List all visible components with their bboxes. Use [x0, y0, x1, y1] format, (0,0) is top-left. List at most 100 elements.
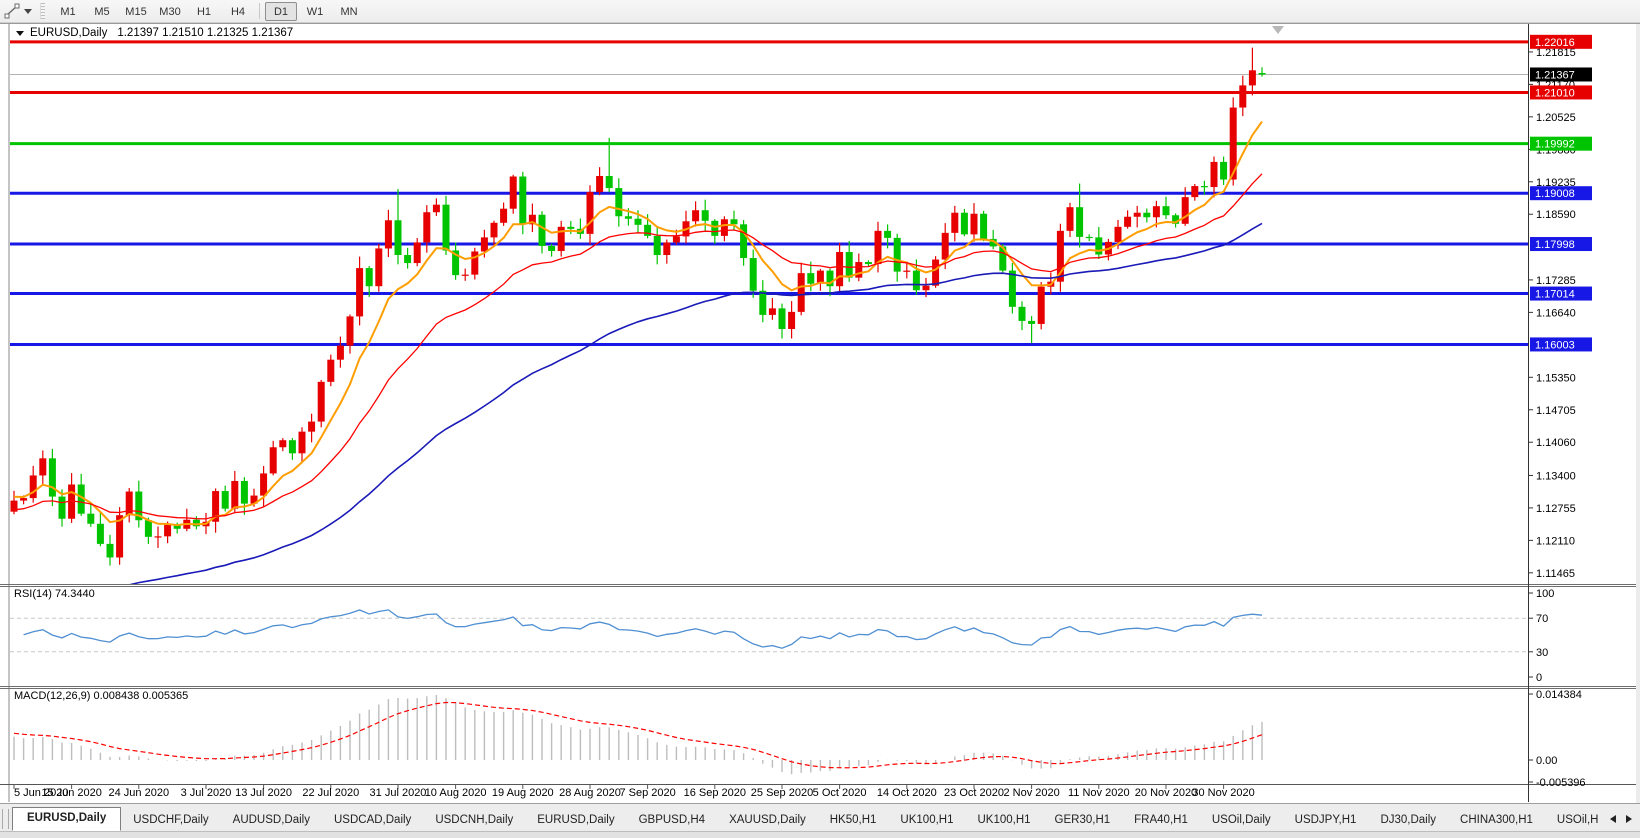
date-label: 13 Jul 2020 — [235, 787, 292, 799]
chart-tab-15[interactable]: DJ30,Daily — [1380, 814, 1437, 826]
rsi-indicator-label: RSI(14) 74.3440 — [14, 588, 95, 600]
svg-text:1.22016: 1.22016 — [1535, 37, 1575, 49]
chart-cursor-icon[interactable] — [4, 3, 22, 19]
price-tick-label: 1.15350 — [1536, 372, 1576, 384]
rsi-tick-label: 30 — [1536, 647, 1548, 659]
chart-tab-bar: EURUSD,Daily USDCHF,Daily AUDUSD,Daily USDC… — [0, 803, 1640, 831]
chart-tab-14[interactable]: USDJPY,H1 — [1294, 814, 1357, 826]
toolbar-separator — [259, 3, 260, 19]
timeframe-button-mn[interactable]: MN — [340, 5, 358, 18]
chart-tab-11[interactable]: GER30,H1 — [1054, 814, 1111, 826]
chart-plot-area[interactable]: 1.218151.211701.205251.198801.192351.185… — [0, 23, 1640, 803]
date-label: 23 Oct 2020 — [944, 787, 1004, 799]
timeframe-button-h4[interactable]: H4 — [230, 5, 246, 18]
rsi-line — [23, 609, 1263, 649]
level-price-badge: 1.17014 — [1530, 286, 1592, 301]
timeframe-button-w1[interactable]: W1 — [306, 5, 324, 18]
timeframe-button-d1[interactable]: D1 — [265, 1, 297, 21]
chart-tab-1[interactable]: USDCHF,Daily — [133, 814, 209, 826]
price-tick-label: 1.14060 — [1536, 437, 1576, 449]
date-label: 15 Jun 2020 — [41, 787, 102, 799]
level-price-badge: 1.22016 — [1530, 34, 1592, 49]
chart-tab-9[interactable]: UK100,H1 — [900, 814, 954, 826]
price-tick-label: 1.21815 — [1536, 47, 1576, 59]
price-tick-label: 1.16640 — [1536, 307, 1576, 319]
svg-text:1.17014: 1.17014 — [1535, 289, 1575, 301]
macd-tick-label: 0.00 — [1536, 755, 1557, 767]
timeframe-button-h1[interactable]: H1 — [196, 5, 212, 18]
chart-tab-10[interactable]: UK100,H1 — [977, 814, 1031, 826]
top-toolbar: M1 M5 M15 M30 H1 H4 D1 W1 MN — [0, 0, 1640, 23]
date-label: 28 Aug 2020 — [559, 787, 621, 799]
rsi-tick-label: 0 — [1536, 672, 1542, 684]
timeframe-button-m15[interactable]: M15 — [125, 5, 147, 18]
level-price-badge: 1.16003 — [1530, 337, 1592, 352]
date-label: 5 Jun 2020 — [14, 787, 68, 799]
date-label: 2 Nov 2020 — [1003, 787, 1059, 799]
chart-tab-13[interactable]: USOil,Daily — [1211, 814, 1271, 826]
macd-indicator-label: MACD(12,26,9) 0.008438 0.005365 — [14, 690, 189, 702]
timeframe-button-m5[interactable]: M5 — [94, 5, 110, 18]
date-label: 14 Oct 2020 — [877, 787, 937, 799]
chart-title: EURUSD,Daily 1.21397 1.21510 1.21325 1.2… — [16, 27, 293, 39]
date-label: 7 Sep 2020 — [619, 787, 675, 799]
macd-tick-label: 0.014384 — [1536, 689, 1582, 701]
price-tick-label: 1.11465 — [1536, 568, 1575, 580]
date-label: 16 Sep 2020 — [684, 787, 746, 799]
timeframe-button-group: M1 M5 M15 M30 H1 H4 D1 W1 MN — [51, 1, 366, 21]
chart-tab-2[interactable]: AUDUSD,Daily — [232, 814, 310, 826]
timeframe-button-m30[interactable]: M30 — [159, 5, 181, 18]
price-tick-label: 1.20525 — [1536, 112, 1576, 124]
svg-text:1.19008: 1.19008 — [1535, 188, 1575, 200]
chart-tab-5[interactable]: EURUSD,Daily — [537, 814, 615, 826]
macd-histogram — [13, 694, 1263, 775]
tab-scroll-right-icon[interactable] — [1626, 815, 1632, 823]
price-tick-label: 1.13400 — [1536, 470, 1576, 482]
rsi-tick-label: 70 — [1536, 613, 1548, 625]
date-label: 31 Jul 2020 — [370, 787, 427, 799]
chart-tab-17[interactable]: USOil,H — [1556, 814, 1599, 826]
chart-window: 1.218151.211701.205251.198801.192351.185… — [0, 23, 1640, 803]
chevron-down-icon[interactable] — [24, 8, 32, 14]
svg-text:1.19992: 1.19992 — [1535, 139, 1575, 151]
svg-text:1.21367: 1.21367 — [1535, 69, 1575, 81]
chart-tab-4[interactable]: USDCNH,Daily — [435, 814, 514, 826]
date-label: 11 Nov 2020 — [1068, 787, 1130, 799]
chart-tab-6[interactable]: GBPUSD,H4 — [638, 814, 706, 826]
chart-tab-3[interactable]: USDCAD,Daily — [333, 814, 412, 826]
date-label: 5 Oct 2020 — [813, 787, 867, 799]
price-tick-label: 1.18590 — [1536, 209, 1576, 221]
tabbar-grip[interactable] — [2, 809, 9, 829]
toolbar-grip[interactable] — [40, 3, 45, 19]
chart-tab-12[interactable]: FRA40,H1 — [1134, 814, 1188, 826]
date-label: 30 Nov 2020 — [1192, 787, 1254, 799]
date-label: 24 Jun 2020 — [109, 787, 170, 799]
svg-text:1.21010: 1.21010 — [1535, 87, 1575, 99]
date-label: 20 Nov 2020 — [1135, 787, 1197, 799]
date-label: 19 Aug 2020 — [492, 787, 554, 799]
price-tick-label: 1.12110 — [1536, 535, 1575, 547]
chart-tabs: EURUSD,Daily USDCHF,Daily AUDUSD,Daily USDC… — [12, 804, 1604, 831]
candles — [10, 47, 1266, 566]
chart-tab-16[interactable]: CHINA300,H1 — [1460, 814, 1533, 826]
price-tick-label: 1.14705 — [1536, 405, 1576, 417]
chart-dropdown-icon[interactable] — [16, 30, 24, 36]
ma-mid-line — [13, 173, 1263, 520]
level-price-badge: 1.19008 — [1530, 186, 1592, 201]
price-tick-label: 1.12755 — [1536, 503, 1576, 515]
tab-scroll-left-icon[interactable] — [1610, 815, 1616, 823]
date-label: 10 Aug 2020 — [425, 787, 487, 799]
rsi-tick-label: 100 — [1536, 588, 1554, 600]
level-price-badge: 1.21010 — [1530, 85, 1592, 100]
price-tick-label: 1.19235 — [1536, 177, 1576, 189]
macd-signal-line — [13, 701, 1263, 769]
svg-text:1.17998: 1.17998 — [1535, 239, 1575, 251]
timeframe-button-m1[interactable]: M1 — [60, 5, 76, 18]
chart-tab-8[interactable]: HK50,H1 — [829, 814, 877, 826]
level-price-badge: 1.17998 — [1530, 237, 1592, 252]
window-bottom-edge — [0, 831, 1640, 838]
chart-tab-7[interactable]: XAUUSD,Daily — [729, 814, 806, 826]
ma-slow-line — [129, 222, 1263, 584]
chart-tab-0[interactable]: EURUSD,Daily — [12, 807, 122, 831]
chart-shift-marker[interactable] — [1272, 26, 1284, 34]
